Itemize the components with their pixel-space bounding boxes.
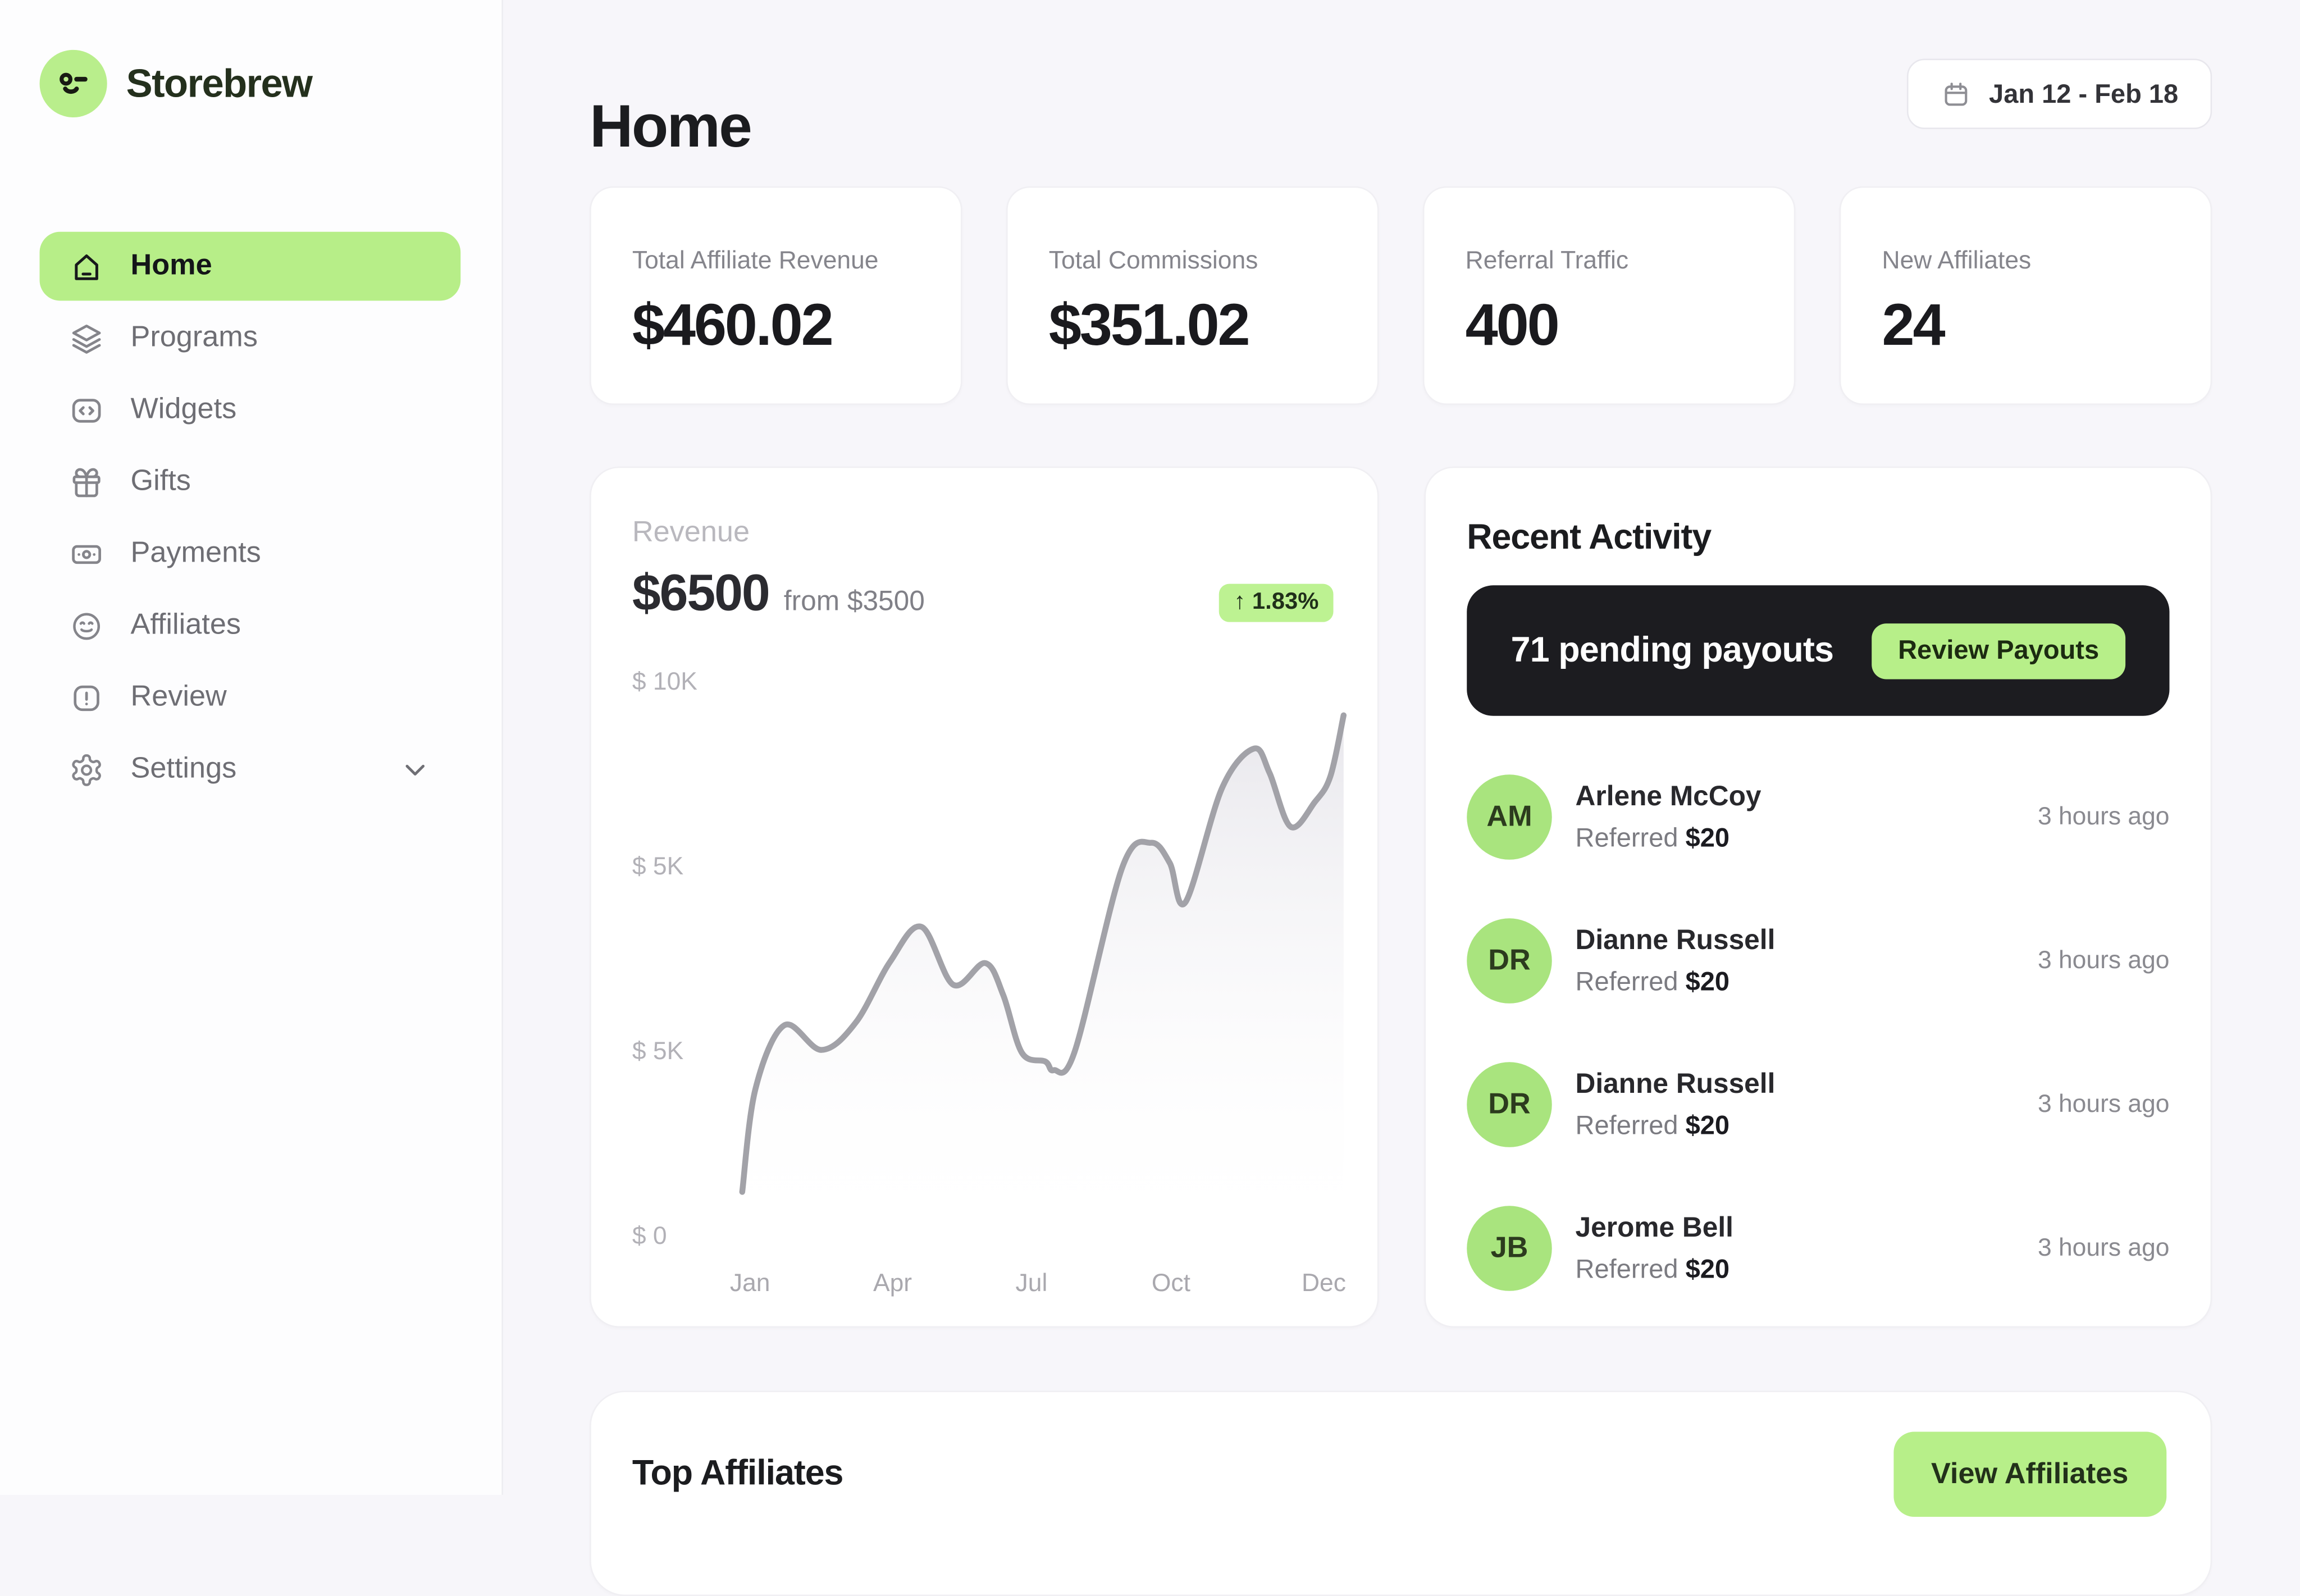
gear-icon (69, 752, 104, 787)
x-axis-label: Dec (1301, 1269, 1346, 1297)
brand: Storebrew (39, 49, 313, 117)
stat-label: New Affiliates (1882, 246, 2032, 275)
stat-value: $351.02 (1048, 293, 1251, 358)
pending-payouts-banner: 71 pending payouts Review Payouts (1467, 585, 2170, 716)
sidebar-item-gifts[interactable]: Gifts (40, 448, 461, 517)
avatar: AM (1467, 774, 1552, 860)
activity-list-item: DR Dianne Russell Referred $20 3 hours a… (1467, 889, 2170, 1033)
activity-name: Dianne Russell (1575, 1069, 1776, 1100)
revenue-current: $6500 (632, 564, 770, 622)
avatar: JB (1467, 1206, 1552, 1291)
revenue-previous: from $3500 (783, 586, 925, 618)
pending-payouts-text: 71 pending payouts (1510, 630, 1834, 670)
y-axis-label: $ 10K (632, 667, 697, 696)
top-affiliates-title: Top Affiliates (632, 1453, 844, 1494)
brand-name: Storebrew (126, 61, 313, 105)
date-range-button[interactable]: Jan 12 - Feb 18 (1906, 58, 2212, 129)
x-axis-label: Jul (1015, 1269, 1048, 1297)
alert-icon (69, 680, 104, 715)
stat-card: New Affiliates 24 (1839, 186, 2212, 405)
activity-list: AM Arlene McCoy Referred $20 3 hours ago… (1467, 745, 2170, 1320)
stat-label: Total Affiliate Revenue (632, 246, 879, 275)
activity-list-item: AM Arlene McCoy Referred $20 3 hours ago (1467, 745, 2170, 889)
x-axis-label: Oct (1151, 1269, 1190, 1297)
revenue-change-badge: ↑ 1.83% (1219, 583, 1334, 622)
y-axis-label: $ 5K (632, 1037, 684, 1065)
stat-value: $460.02 (632, 293, 834, 358)
top-affiliates-card: Top Affiliates View Affiliates (590, 1390, 2212, 1596)
sidebar-item-review[interactable]: Review (40, 663, 461, 732)
review-payouts-button[interactable]: Review Payouts (1872, 622, 2126, 679)
page-title: Home (590, 93, 752, 161)
activity-action: Referred $20 (1575, 1253, 1730, 1283)
date-range-label: Jan 12 - Feb 18 (1989, 78, 2179, 108)
avatar: DR (1467, 918, 1552, 1004)
x-axis-label: Jan (729, 1269, 770, 1297)
main-content: Home Jan 12 - Feb 18 Total Affiliate Rev… (503, 0, 2300, 1596)
recent-activity-title: Recent Activity (1467, 518, 1712, 558)
sidebar: Storebrew Home Programs Widgets Gifts Pa… (0, 0, 504, 1495)
gift-icon (69, 464, 104, 500)
smile-icon (69, 608, 104, 644)
activity-name: Arlene McCoy (1575, 781, 1761, 812)
activity-list-item: JB Jerome Bell Referred $20 3 hours ago (1467, 1177, 2170, 1320)
stat-value: 24 (1882, 293, 1946, 358)
stat-label: Total Commissions (1048, 246, 1258, 275)
sidebar-item-widgets[interactable]: Widgets (40, 376, 461, 445)
home-icon (69, 249, 104, 284)
sidebar-item-programs[interactable]: Programs (40, 304, 461, 373)
activity-action: Referred $20 (1575, 966, 1730, 996)
stat-card: Referral Traffic 400 (1422, 186, 1796, 405)
stat-label: Referral Traffic (1465, 246, 1629, 275)
view-affiliates-button[interactable]: View Affiliates (1893, 1431, 2167, 1517)
sidebar-nav: Home Programs Widgets Gifts Payments Aff… (39, 231, 461, 807)
activity-list-item: DR Dianne Russell Referred $20 3 hours a… (1467, 1033, 2170, 1177)
layers-icon (69, 321, 104, 356)
banknote-icon (69, 536, 104, 572)
sidebar-item-payments[interactable]: Payments (40, 519, 461, 589)
activity-time: 3 hours ago (2037, 1233, 2170, 1262)
activity-time: 3 hours ago (2037, 1089, 2170, 1118)
activity-name: Dianne Russell (1575, 925, 1776, 956)
activity-action: Referred $20 (1575, 822, 1730, 852)
stats-row: Total Affiliate Revenue $460.02 Total Co… (590, 186, 2212, 405)
avatar: DR (1467, 1062, 1552, 1147)
chart-y-axis: $ 10K $ 5K $ 5K $ 0 (632, 669, 697, 1248)
calendar-icon (1941, 79, 1972, 110)
revenue-card: Revenue $6500 from $3500 ↑ 1.83% $ 10K $ … (590, 466, 1379, 1328)
revenue-value-row: $6500 from $3500 (632, 565, 925, 623)
activity-time: 3 hours ago (2037, 946, 2170, 974)
chart-x-axis: Jan Apr Jul Oct Dec (730, 1269, 1346, 1298)
storebrew-logo-icon (39, 49, 107, 117)
stat-value: 400 (1465, 293, 1560, 358)
sidebar-item-settings[interactable]: Settings (40, 735, 461, 804)
recent-activity-card: Recent Activity 71 pending payouts Revie… (1424, 466, 2212, 1328)
stat-card: Total Commissions $351.02 (1006, 186, 1379, 405)
sidebar-item-home[interactable]: Home (39, 231, 461, 301)
revenue-label: Revenue (632, 516, 750, 549)
activity-name: Jerome Bell (1575, 1212, 1733, 1243)
activity-time: 3 hours ago (2037, 802, 2170, 831)
activity-action: Referred $20 (1575, 1110, 1730, 1139)
revenue-line-chart (739, 669, 1347, 1249)
x-axis-label: Apr (873, 1269, 912, 1297)
chevron-down-icon (399, 753, 431, 785)
code-icon (69, 393, 104, 428)
sidebar-item-affiliates[interactable]: Affiliates (40, 591, 461, 660)
y-axis-label: $ 5K (632, 852, 684, 881)
stat-card: Total Affiliate Revenue $460.02 (590, 186, 962, 405)
y-axis-label: $ 0 (632, 1222, 667, 1250)
